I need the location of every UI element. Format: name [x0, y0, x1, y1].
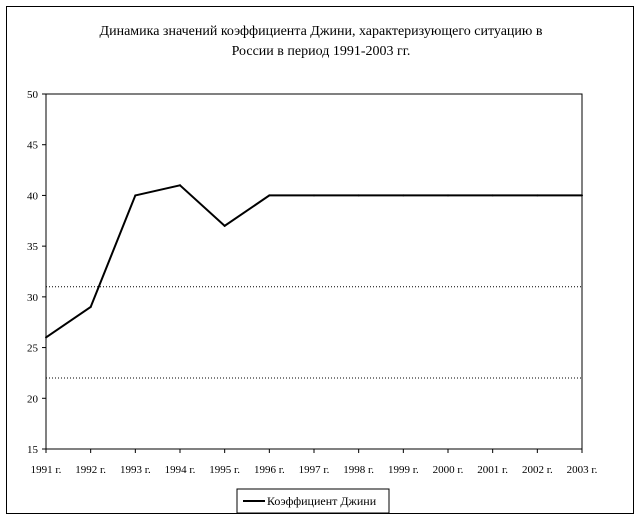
data-point: [89, 306, 92, 308]
x-tick-label: 2003 г.: [567, 464, 598, 476]
x-tick-label: 1999 г.: [388, 464, 419, 476]
series-group: [45, 184, 583, 339]
y-tick-label: 20: [27, 393, 39, 405]
y-tick-label: 25: [27, 343, 39, 355]
series-line: [45, 184, 582, 339]
x-tick-label: 1996 г.: [254, 464, 285, 476]
data-point: [447, 194, 449, 197]
data-point: [223, 224, 226, 227]
data-point: [45, 336, 47, 339]
data-point: [491, 194, 494, 197]
y-tick-label: 40: [27, 190, 39, 202]
y-tick-label: 30: [27, 292, 39, 304]
data-point: [357, 194, 360, 197]
data-point: [581, 194, 583, 197]
x-tick-label: 1997 г.: [299, 464, 330, 476]
x-tick-label: 1993 г.: [120, 464, 151, 476]
x-tick-label: 1992 г.: [75, 464, 106, 476]
chart-title-line-2: России в период 1991-2003 гг.: [232, 44, 411, 59]
x-tick-label: 1991 г.: [31, 464, 62, 476]
legend-label: Коэффициент Джини: [267, 494, 377, 508]
x-tick-label: 1995 г.: [209, 464, 240, 476]
data-point: [536, 194, 539, 197]
data-point: [134, 194, 137, 197]
legend: Коэффициент Джини: [236, 488, 390, 514]
x-axis: 1991 г. 1992 г. 1993 г. 1994 г. 1995 г. 1996 …: [31, 449, 598, 476]
plot-area: [45, 93, 583, 450]
data-point: [268, 194, 271, 197]
x-tick-label: 1998 г.: [343, 464, 374, 476]
data-point: [313, 194, 315, 197]
y-tick-label: 50: [27, 89, 39, 101]
chart-frame: [6, 6, 634, 514]
y-tick-label: 15: [27, 444, 39, 456]
x-tick-label: 2001 г.: [477, 464, 508, 476]
y-axis: 15 20 25 30 35 40 45 50: [27, 89, 46, 456]
y-tick-label: 45: [27, 140, 39, 152]
x-tick-label: 2000 г.: [433, 464, 464, 476]
data-point: [402, 194, 405, 197]
x-tick-label: 1994 г.: [165, 464, 196, 476]
x-tick-label: 2002 г.: [522, 464, 553, 476]
y-tick-label: 35: [27, 241, 39, 253]
chart-title-line-1: Динамика значений коэффициента Джини, ха…: [100, 24, 543, 39]
reference-lines: [46, 286, 582, 379]
data-point: [179, 184, 181, 187]
